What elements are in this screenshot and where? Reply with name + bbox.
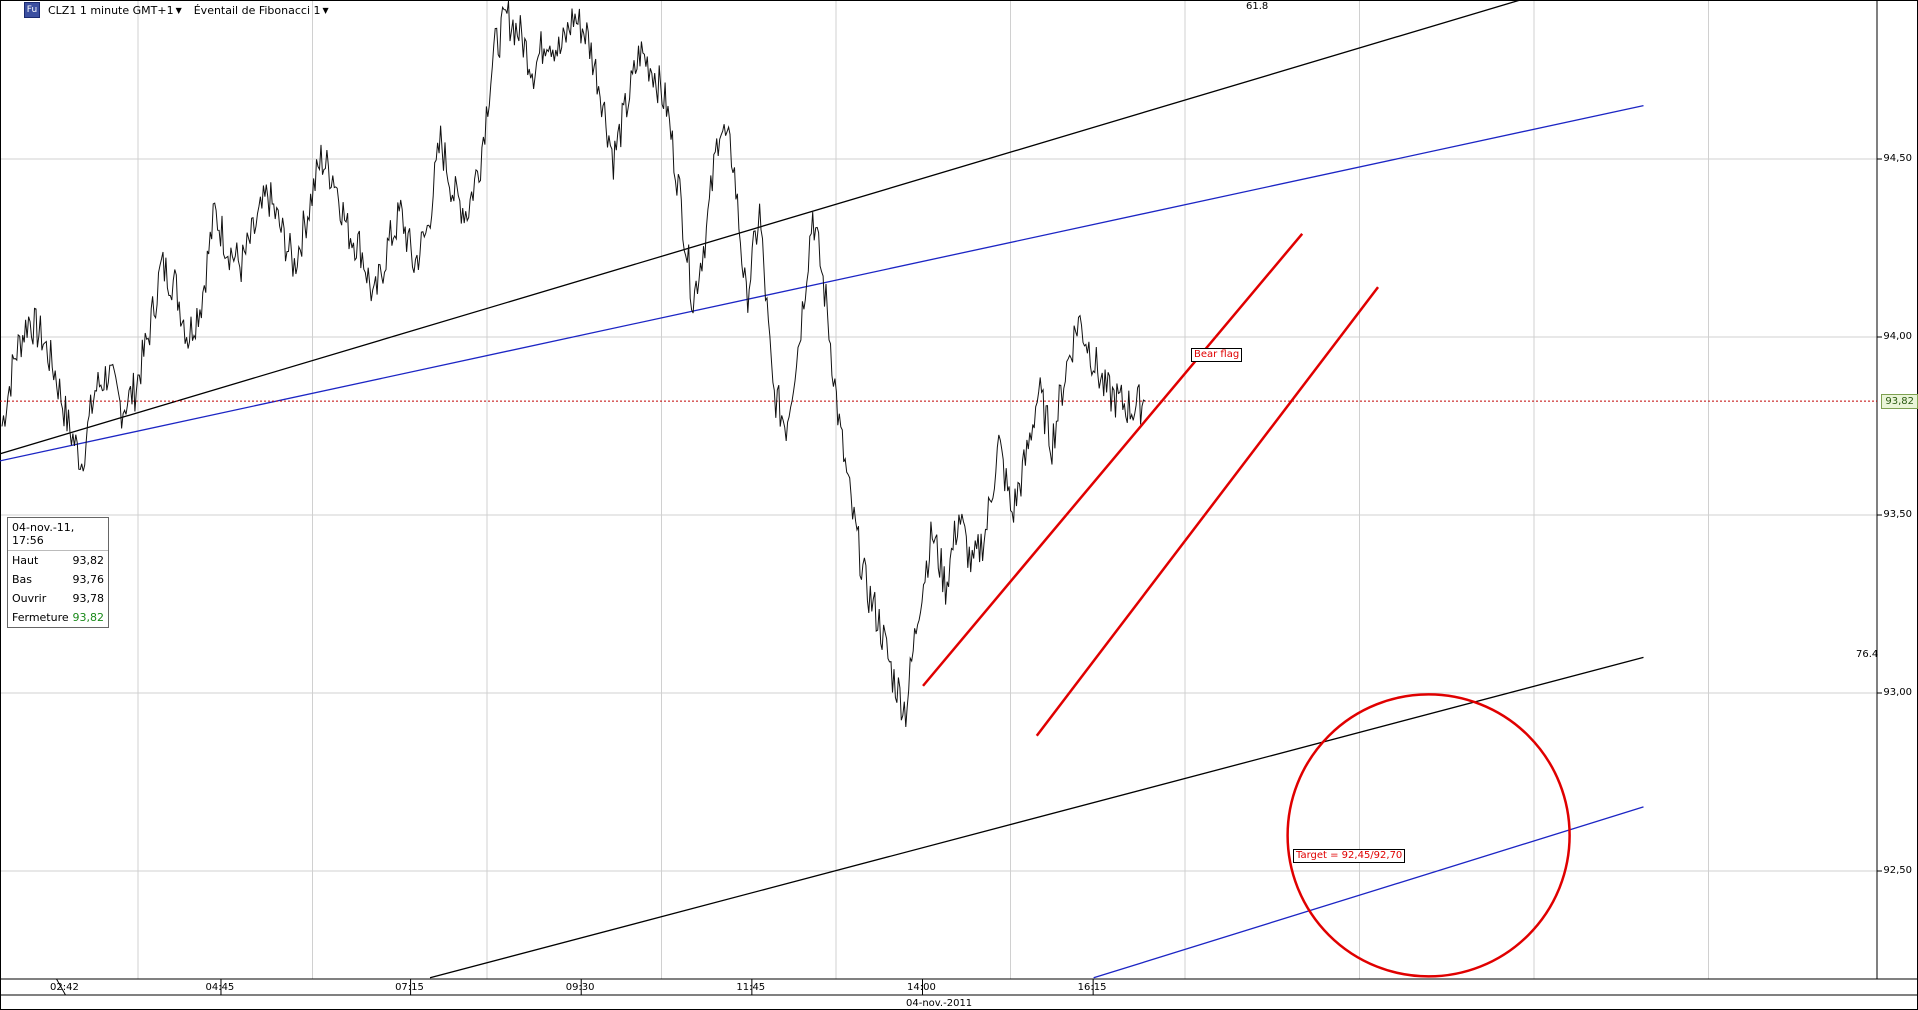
- x-tick-label: 09:30: [565, 982, 595, 993]
- info-label: Bas: [12, 573, 33, 586]
- x-tick-label: 11:45: [736, 982, 766, 993]
- info-row-close: Fermeture 93,82: [8, 608, 108, 627]
- info-row-open: Ouvrir 93,78: [8, 589, 108, 608]
- fibonacci-fan[interactable]: [0, 0, 1877, 979]
- fib-fan-line: [1093, 806, 1644, 979]
- bear-flag-label[interactable]: Bear flag: [1191, 348, 1243, 362]
- y-tick-label: 93,50: [1883, 509, 1912, 520]
- info-label: Haut: [12, 554, 39, 567]
- info-timestamp: 04-nov.-11, 17:56: [8, 518, 108, 551]
- annotations[interactable]: [922, 232, 1571, 978]
- drawing-tool-selector[interactable]: Éventail de Fibonacci 1 ▼: [190, 4, 333, 17]
- x-tick-label: 14:00: [907, 982, 936, 993]
- info-value: 93,78: [72, 592, 105, 605]
- fib-fan-line: [0, 0, 1523, 455]
- y-tick-label: 92,50: [1883, 865, 1912, 876]
- chart-toolbar: Fu CLZ1 1 minute GMT+1 ▼ Éventail de Fib…: [24, 1, 333, 19]
- target-circle: [1286, 693, 1571, 978]
- fib-level-label: 76.4: [1856, 649, 1879, 660]
- x-tick-mark: [56, 978, 66, 996]
- x-tick-label: 04:45: [205, 982, 235, 993]
- info-value: 93,76: [72, 573, 105, 586]
- fib-fan-line: [0, 104, 1644, 462]
- ohlc-info-box: 04-nov.-11, 17:56 Haut 93,82 Bas 93,76 O…: [7, 517, 109, 628]
- info-label: Fermeture: [12, 611, 69, 624]
- fib-fan-line: [429, 656, 1644, 979]
- fib-level-label: 61.8: [1246, 1, 1269, 12]
- info-value: 93,82: [72, 554, 105, 567]
- tool-label: Éventail de Fibonacci 1: [193, 3, 321, 17]
- bear-flag-channel-line: [922, 232, 1304, 687]
- chevron-down-icon: ▼: [175, 5, 182, 15]
- symbol-selector[interactable]: CLZ1 1 minute GMT+1 ▼: [44, 4, 186, 17]
- symbol-label: CLZ1 1 minute GMT+1: [48, 3, 174, 17]
- target-label[interactable]: Target = 92,45/92,70: [1293, 849, 1406, 863]
- price-line: [1, 0, 1146, 728]
- y-tick-label: 94,50: [1883, 153, 1912, 164]
- x-tick-label: 02:42: [50, 982, 79, 993]
- x-tick-label: 16:15: [1077, 982, 1107, 993]
- y-tick-label: 94,00: [1883, 331, 1912, 342]
- info-row-low: Bas 93,76: [8, 570, 108, 589]
- info-label: Ouvrir: [12, 592, 47, 605]
- info-value: 93,82: [72, 611, 105, 624]
- bear-flag-channel-line: [1035, 286, 1380, 737]
- chevron-down-icon: ▼: [322, 5, 329, 15]
- chart-icon[interactable]: Fu: [24, 2, 40, 18]
- grid: [0, 0, 1877, 979]
- price-series: [1, 0, 1146, 728]
- y-tick-label: 93,00: [1883, 687, 1912, 698]
- last-price-tag: 93,82: [1881, 394, 1918, 409]
- x-tick-label: 07:15: [395, 982, 424, 993]
- info-row-high: Haut 93,82: [8, 551, 108, 570]
- date-label: 04-nov.-2011: [906, 998, 973, 1009]
